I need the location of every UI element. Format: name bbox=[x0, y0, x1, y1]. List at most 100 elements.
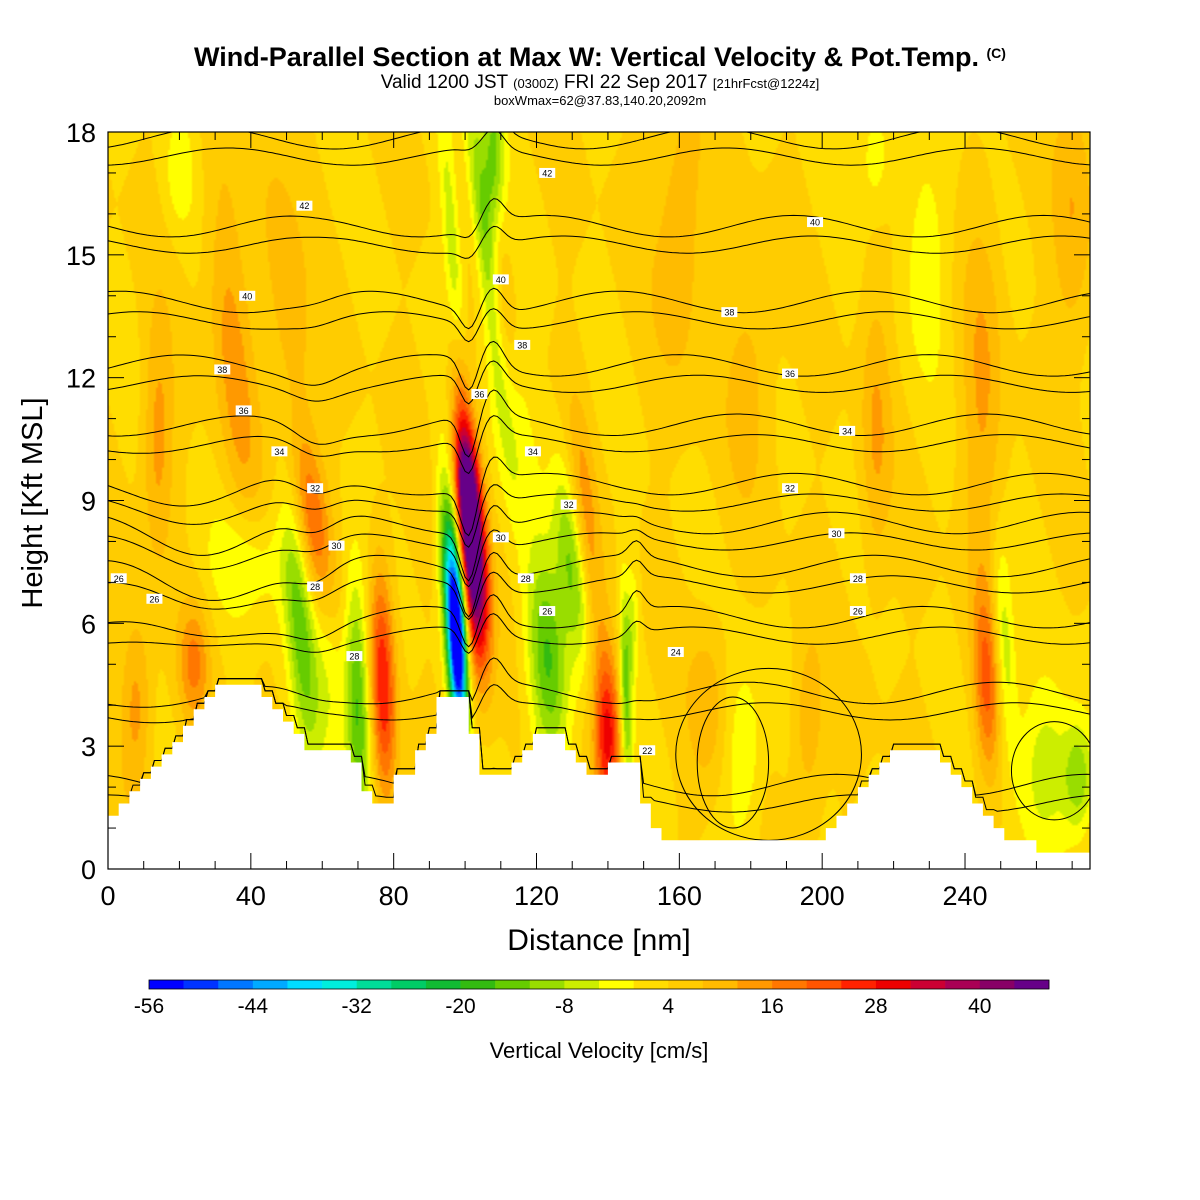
contour-label-text: 26 bbox=[542, 607, 552, 617]
x-tick-label: 120 bbox=[514, 881, 559, 911]
contour-label-bg bbox=[214, 364, 231, 375]
contour-label-text: 28 bbox=[521, 574, 531, 584]
contour-label-bg bbox=[307, 581, 324, 592]
contour-label-bg bbox=[110, 573, 127, 584]
theta-contour bbox=[696, 696, 770, 829]
valid-time: Valid 1200 JST bbox=[380, 72, 508, 93]
colorbar-swatch bbox=[287, 980, 323, 989]
theta-contour bbox=[1010, 721, 1090, 821]
contour-label: 26 bbox=[110, 573, 127, 584]
contour-label-text: 32 bbox=[785, 484, 795, 494]
colorbar-swatch bbox=[599, 980, 634, 989]
potential-temperature-contours bbox=[108, 132, 1090, 841]
contour-label-text: 34 bbox=[842, 426, 852, 436]
colorbar-swatch bbox=[149, 980, 184, 989]
theta-contour bbox=[108, 287, 1090, 330]
contour-label: 38 bbox=[214, 364, 231, 375]
theta-contour bbox=[108, 132, 1090, 150]
contour-label-bg bbox=[782, 483, 799, 494]
contour-label: 36 bbox=[235, 405, 252, 416]
contour-label-text: 30 bbox=[496, 533, 506, 543]
contour-label: 28 bbox=[307, 581, 324, 592]
contour-label-bg bbox=[239, 290, 256, 301]
contour-label: 34 bbox=[839, 425, 856, 436]
contour-label: 28 bbox=[517, 573, 534, 584]
contour-label-text: 28 bbox=[349, 652, 359, 662]
theta-contour bbox=[108, 529, 1090, 588]
chart-title-text: Wind-Parallel Section at Max W: Vertical… bbox=[194, 42, 979, 72]
y-tick-label: 0 bbox=[81, 855, 96, 885]
y-tick-label: 12 bbox=[66, 364, 96, 394]
contour-label: 26 bbox=[849, 606, 866, 617]
colorbar-tick-label: 4 bbox=[662, 995, 674, 1018]
contour-label: 36 bbox=[782, 368, 799, 379]
contour-label-text: 36 bbox=[474, 390, 484, 400]
contour-label-text: 32 bbox=[564, 500, 574, 510]
y-axis-label: Height [Kft MSL] bbox=[17, 397, 49, 608]
contour-label: 34 bbox=[524, 446, 541, 457]
contour-label-bg bbox=[828, 528, 845, 539]
contour-label: 30 bbox=[828, 528, 845, 539]
contour-label-text: 22 bbox=[642, 746, 652, 756]
y-tick-label: 3 bbox=[81, 732, 96, 762]
contour-label-bg bbox=[235, 405, 252, 416]
contour-label-bg bbox=[296, 200, 313, 211]
contour-label-bg bbox=[517, 573, 534, 584]
theta-contour bbox=[108, 484, 1090, 548]
colorbar-tick-label: -8 bbox=[555, 995, 574, 1018]
contour-label: 28 bbox=[346, 651, 363, 662]
contour-label-bg bbox=[492, 274, 509, 285]
contour-label: 32 bbox=[307, 483, 324, 494]
x-tick-label: 0 bbox=[100, 881, 115, 911]
valid-date: FRI 22 Sep 2017 bbox=[563, 72, 708, 93]
contour-label-bg bbox=[849, 573, 866, 584]
theta-contour bbox=[108, 505, 1090, 582]
contour-label-bg bbox=[524, 446, 541, 457]
contour-label-bg bbox=[146, 593, 163, 604]
contour-label-text: 34 bbox=[528, 447, 538, 457]
colorbar-swatch bbox=[183, 980, 219, 989]
y-tick-label: 15 bbox=[66, 241, 96, 271]
contour-label: 42 bbox=[296, 200, 313, 211]
contour-label: 32 bbox=[782, 483, 799, 494]
colorbar: -56 -44 -32 -20 -8 4 16 28 40 bbox=[134, 979, 1050, 1018]
contour-label: 38 bbox=[721, 307, 738, 318]
colorbar-swatch bbox=[772, 980, 807, 989]
box-max-info: boxWmax=62@37.83,140.20,2092m bbox=[493, 93, 707, 108]
contour-label-text: 38 bbox=[517, 340, 527, 350]
contour-label-text: 40 bbox=[810, 218, 820, 228]
colorbar-swatch bbox=[529, 980, 565, 989]
colorbar-swatch bbox=[841, 980, 877, 989]
contour-label-bg bbox=[849, 606, 866, 617]
contour-label-text: 40 bbox=[242, 291, 252, 301]
theta-contour bbox=[108, 415, 1090, 475]
colorbar-tick-label: -56 bbox=[134, 995, 164, 1018]
contour-label-text: 36 bbox=[785, 369, 795, 379]
theta-contour bbox=[108, 389, 1090, 458]
contour-label-text: 38 bbox=[217, 365, 227, 375]
contour-label-bg bbox=[560, 499, 577, 510]
colorbar-swatch bbox=[702, 980, 738, 989]
contour-label-bg bbox=[839, 425, 856, 436]
forecast-info: [21hrFcst@1224z] bbox=[712, 76, 820, 91]
theta-contour bbox=[108, 559, 1090, 621]
contour-label-text: 24 bbox=[671, 647, 681, 657]
colorbar-swatch bbox=[668, 980, 704, 989]
y-tick-label: 9 bbox=[81, 487, 96, 517]
contour-label-bg bbox=[807, 217, 824, 228]
theta-contour bbox=[108, 540, 1090, 618]
theta-contour bbox=[108, 456, 1090, 537]
valid-time-utc: (0300Z) bbox=[513, 76, 559, 91]
contour-label-text: 38 bbox=[724, 308, 734, 318]
contour-label-bg bbox=[271, 446, 288, 457]
colorbar-swatch bbox=[633, 980, 669, 989]
contour-label-text: 28 bbox=[310, 582, 320, 592]
colorbar-tick-label: 40 bbox=[968, 995, 991, 1018]
contour-label: 36 bbox=[471, 389, 488, 400]
colorbar-swatch bbox=[910, 980, 946, 989]
theta-contour bbox=[108, 360, 1090, 405]
colorbar-swatch bbox=[875, 980, 911, 989]
contour-label-text: 36 bbox=[239, 406, 249, 416]
contour-label: 26 bbox=[539, 606, 556, 617]
